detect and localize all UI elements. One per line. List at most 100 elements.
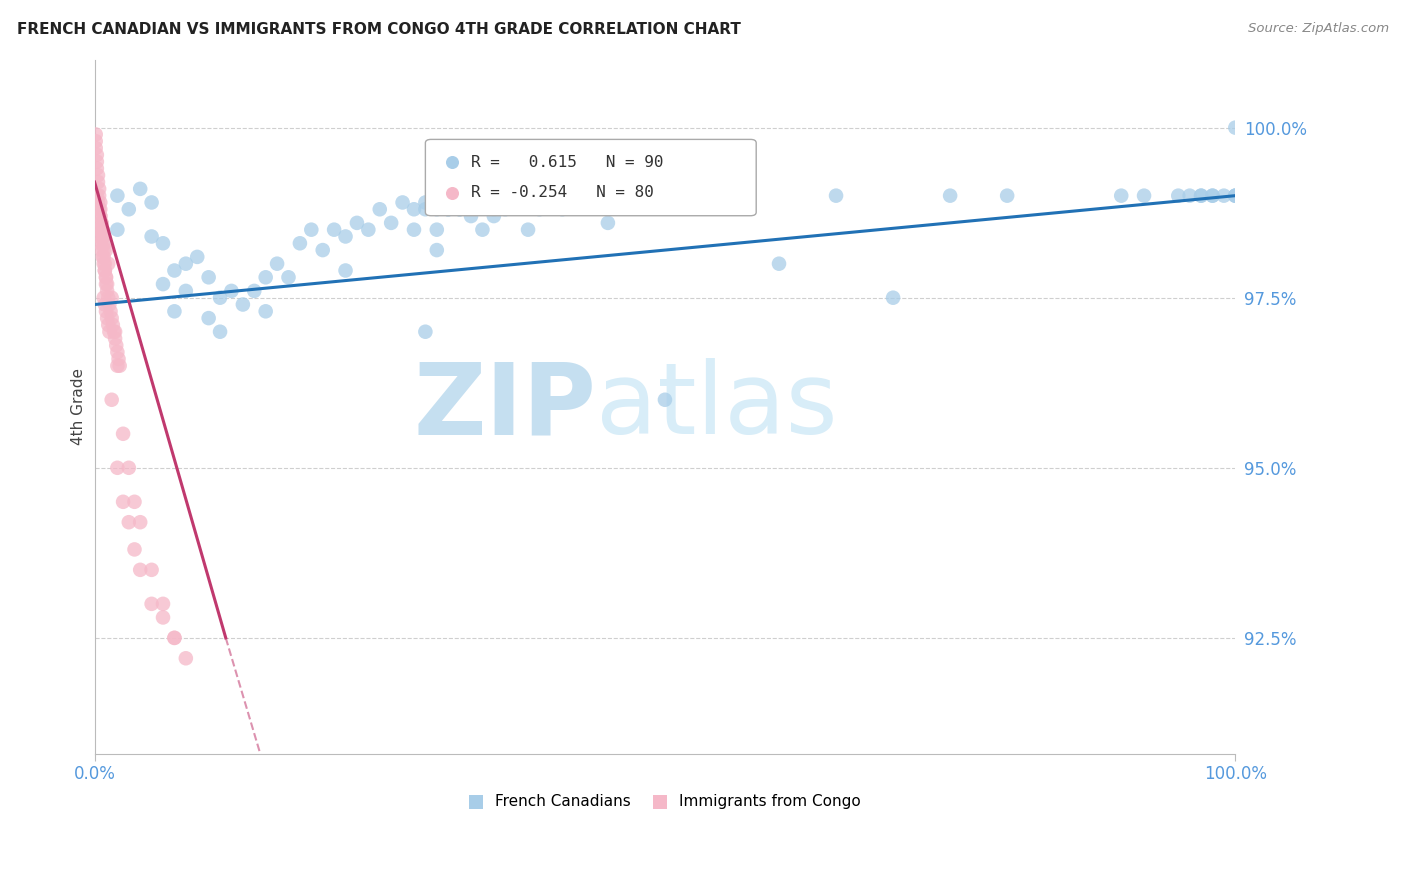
Point: [93, 243, 115, 257]
Point: [254, 304, 277, 318]
Legend: French Canadians, Immigrants from Congo: French Canadians, Immigrants from Congo: [463, 787, 868, 815]
Point: [562, 188, 585, 202]
Point: [1201, 188, 1223, 202]
Point: [471, 188, 494, 202]
Point: [551, 202, 574, 217]
Point: [825, 188, 848, 202]
Point: [87, 195, 110, 210]
Point: [471, 222, 494, 236]
Point: [402, 202, 425, 217]
Point: [87, 175, 110, 189]
Y-axis label: 4th Grade: 4th Grade: [72, 368, 86, 445]
Point: [426, 243, 449, 257]
Point: [96, 277, 118, 291]
Point: [107, 351, 129, 366]
Text: atlas: atlas: [596, 358, 838, 455]
Point: [89, 236, 111, 251]
Point: [129, 563, 152, 577]
Point: [91, 236, 114, 251]
Point: [94, 236, 117, 251]
Point: [437, 195, 460, 210]
Point: [1167, 188, 1189, 202]
Point: [540, 188, 562, 202]
Point: [277, 270, 299, 285]
Text: Source: ZipAtlas.com: Source: ZipAtlas.com: [1249, 22, 1389, 36]
Point: [91, 250, 114, 264]
Point: [1189, 188, 1212, 202]
Point: [449, 202, 471, 217]
Point: [163, 631, 186, 645]
Point: [482, 209, 505, 223]
Point: [426, 222, 449, 236]
Point: [105, 345, 128, 359]
Point: [86, 154, 108, 169]
Point: [90, 222, 112, 236]
Point: [174, 284, 197, 298]
Point: [357, 222, 380, 236]
Point: [197, 311, 219, 326]
Point: [186, 250, 208, 264]
Point: [254, 270, 277, 285]
Point: [90, 243, 112, 257]
Point: [141, 563, 163, 577]
Point: [1225, 120, 1247, 135]
Point: [209, 291, 232, 305]
Point: [174, 651, 197, 665]
Point: [84, 128, 107, 142]
Point: [94, 257, 117, 271]
Point: [415, 195, 437, 210]
Point: [471, 188, 494, 202]
Point: [540, 188, 562, 202]
Point: [118, 202, 141, 217]
Point: [415, 202, 437, 217]
Point: [391, 195, 413, 210]
Point: [460, 195, 482, 210]
Point: [129, 182, 152, 196]
Point: [94, 304, 117, 318]
Point: [100, 304, 122, 318]
Point: [426, 202, 449, 217]
Point: [89, 209, 111, 223]
Point: [93, 229, 115, 244]
Point: [105, 188, 128, 202]
Point: [94, 297, 117, 311]
Point: [197, 270, 219, 285]
Point: [312, 243, 335, 257]
Point: [221, 284, 243, 298]
Point: [402, 222, 425, 236]
Point: [1189, 188, 1212, 202]
Point: [346, 216, 368, 230]
Point: [437, 202, 460, 217]
Point: [1109, 188, 1132, 202]
Point: [84, 134, 107, 148]
Point: [152, 610, 174, 624]
Point: [94, 263, 117, 277]
Point: [96, 311, 118, 326]
Point: [288, 236, 311, 251]
Point: [460, 195, 482, 210]
Point: [97, 291, 120, 305]
Point: [517, 222, 540, 236]
Point: [1201, 188, 1223, 202]
Point: [152, 236, 174, 251]
Point: [426, 188, 449, 202]
Point: [89, 195, 111, 210]
Point: [93, 291, 115, 305]
Point: [232, 297, 254, 311]
Point: [939, 188, 962, 202]
Point: [494, 202, 516, 217]
Point: [1133, 188, 1156, 202]
Point: [100, 291, 122, 305]
Text: FRENCH CANADIAN VS IMMIGRANTS FROM CONGO 4TH GRADE CORRELATION CHART: FRENCH CANADIAN VS IMMIGRANTS FROM CONGO…: [17, 22, 741, 37]
Point: [163, 631, 186, 645]
Point: [87, 168, 110, 182]
Point: [141, 195, 163, 210]
Point: [90, 216, 112, 230]
Point: [118, 515, 141, 529]
Point: [93, 257, 115, 271]
Text: R = -0.254   N = 80: R = -0.254 N = 80: [471, 186, 654, 201]
Point: [94, 277, 117, 291]
Point: [437, 202, 460, 217]
Point: [141, 597, 163, 611]
Point: [98, 325, 121, 339]
